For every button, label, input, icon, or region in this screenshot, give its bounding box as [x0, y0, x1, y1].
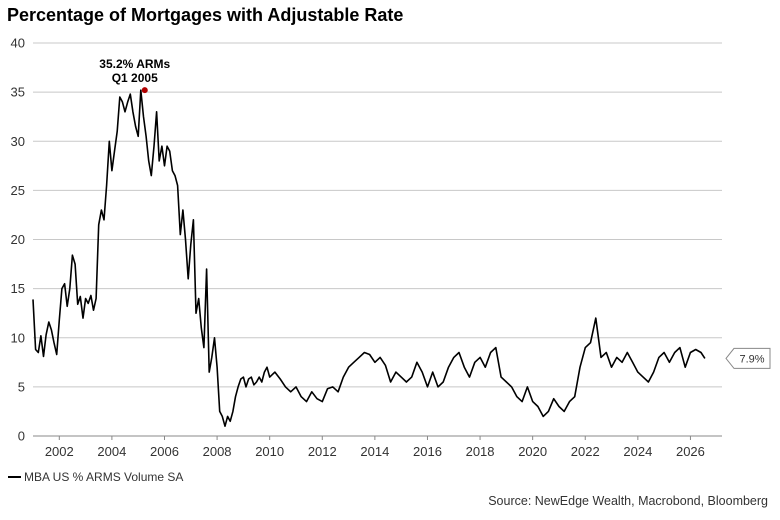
chart-title: Percentage of Mortgages with Adjustable … — [7, 5, 404, 25]
legend-swatch — [8, 476, 21, 478]
peak-marker — [141, 87, 148, 94]
grid-lines — [33, 42, 722, 388]
x-tick-label: 2004 — [97, 444, 126, 459]
y-tick-label: 25 — [11, 183, 25, 198]
callout-box — [725, 347, 771, 369]
x-tick-label: 2020 — [518, 444, 547, 459]
y-tick-label: 20 — [11, 232, 25, 247]
x-tick-label: 2018 — [466, 444, 495, 459]
y-tick-label: 40 — [11, 36, 25, 51]
y-tick-label: 5 — [18, 379, 25, 394]
legend-label: MBA US % ARMS Volume SA — [24, 470, 184, 484]
x-tick-label: 2008 — [203, 444, 232, 459]
x-tick-label: 2006 — [150, 444, 179, 459]
x-tick-label: 2022 — [571, 444, 600, 459]
legend: MBA US % ARMS Volume SA — [8, 470, 183, 484]
series-line-arms — [32, 89, 706, 427]
peak-annotation-line2: Q1 2005 — [111, 71, 158, 86]
y-tick-label: 15 — [11, 281, 25, 296]
y-tick-label: 35 — [11, 85, 25, 100]
x-tick-label: 2012 — [308, 444, 337, 459]
y-tick-label: 30 — [11, 134, 25, 149]
y-axis-ticks: 0 5 10 15 20 25 30 35 40 — [11, 36, 25, 444]
source-note: Source: NewEdge Wealth, Macrobond, Bloom… — [488, 494, 768, 508]
x-tick-label: 2024 — [623, 444, 652, 459]
x-tick-label: 2016 — [413, 444, 442, 459]
x-axis-ticks: 2002 2004 2006 2008 2010 2012 2014 2016 2018 2020… — [45, 436, 705, 459]
x-tick-label: 2002 — [45, 444, 74, 459]
x-tick-label: 2026 — [676, 444, 705, 459]
x-tick-label: 2010 — [255, 444, 284, 459]
y-tick-label: 10 — [11, 330, 25, 345]
x-tick-label: 2014 — [360, 444, 389, 459]
peak-annotation: 35.2% ARMs Q1 2005 — [85, 57, 185, 85]
y-tick-label: 0 — [18, 429, 25, 444]
last-value-callout: 7.9% — [725, 347, 771, 369]
callout-label: 7.9% — [739, 353, 764, 365]
peak-annotation-line1: 35.2% ARMs — [99, 57, 171, 72]
